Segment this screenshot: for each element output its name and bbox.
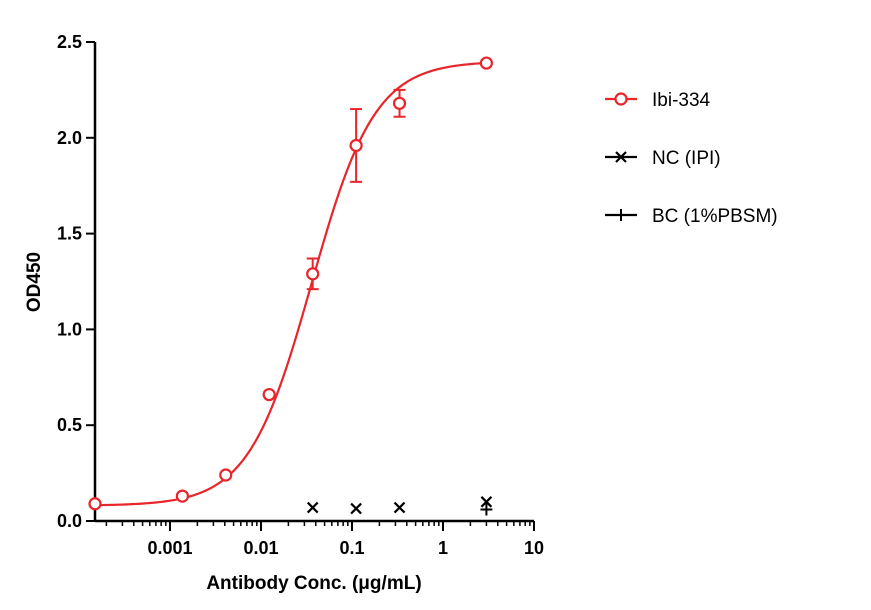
legend-marker [614, 92, 628, 106]
legend-item-1: NC (IPI) [605, 148, 721, 169]
y-tick-label: 1.0 [57, 319, 82, 339]
x-tick-label: 0.01 [243, 538, 278, 558]
y-tick-label: 0.0 [57, 511, 82, 531]
data-point-s0-1 [175, 489, 190, 503]
y-tick-label: 2.5 [57, 32, 82, 52]
data-point-s0-3 [262, 387, 276, 402]
x-tick-label: 0.1 [339, 538, 364, 558]
y-tick-label: 1.5 [57, 224, 82, 244]
data-point-s0-6 [392, 96, 407, 110]
legend-label: NC (IPI) [652, 148, 721, 169]
y-ticks: 0.0 0.5 1.0 1.5 2.0 2.5 [57, 32, 95, 531]
legend-marker [615, 151, 627, 163]
data-point-s1-1 [350, 502, 362, 515]
data-point-s0-4 [306, 267, 320, 281]
y-tick-label: 2.0 [57, 128, 82, 148]
x-tick-label: 1 [438, 538, 448, 558]
data-point-s1-2 [393, 501, 406, 514]
data-point-s0-2 [219, 468, 233, 482]
x-axis-title: Antibody Conc. (μg/mL) [206, 573, 421, 594]
y-axis-title: OD450 [24, 252, 45, 312]
legend-label: Ibi-334 [652, 90, 711, 111]
data-point-s0-7 [479, 56, 494, 70]
data-point-s0-0 [88, 497, 102, 511]
legend-marker [615, 209, 627, 221]
legend-item-0: Ibi-334 [605, 90, 711, 111]
data-point-s1-0 [306, 501, 319, 514]
axes [93, 42, 534, 523]
legend-item-2: BC (1%PBSM) [605, 206, 778, 227]
data-point-s1-3 [480, 496, 493, 508]
x-tick-label: 0.001 [147, 538, 192, 558]
x-ticks: 0.001 0.01 0.1 1 10 [105, 521, 544, 558]
x-tick-label: 10 [524, 538, 544, 558]
data-point-s2-0 [480, 503, 493, 516]
data-point-s0-5 [349, 138, 363, 153]
legend: Ibi-334 NC (IPI) BC (1%PBSM) [605, 90, 778, 227]
plot-area [88, 56, 494, 516]
y-tick-label: 0.5 [57, 415, 82, 435]
fit-curve-0 [94, 61, 487, 507]
legend-label: BC (1%PBSM) [652, 206, 778, 227]
